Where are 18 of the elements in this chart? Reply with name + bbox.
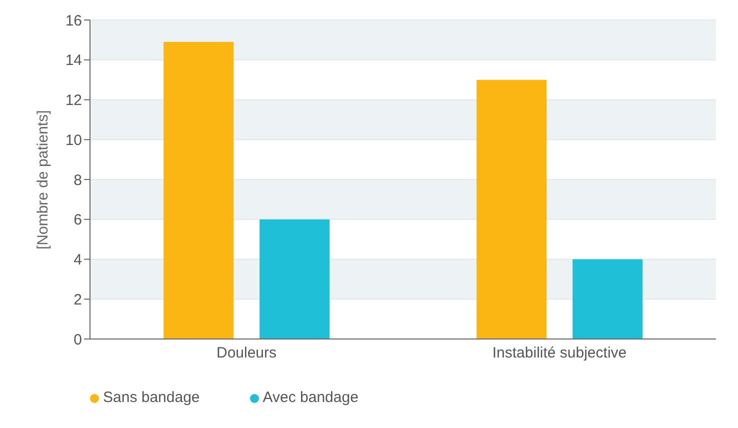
y-tick-label: 0 (74, 331, 82, 348)
y-tick-label: 6 (74, 212, 82, 229)
y-tick-label: 14 (65, 52, 82, 70)
legend-label: Sans bandage (103, 389, 200, 406)
y-tick-label: 16 (65, 12, 82, 30)
y-tick-label: 10 (65, 132, 82, 149)
legend-label: Avec bandage (262, 389, 358, 406)
y-tick-label: 4 (74, 252, 82, 269)
y-tick-label: 8 (74, 172, 82, 189)
bar (572, 259, 643, 339)
y-tick-label: 2 (74, 291, 82, 308)
x-tick-label: Instabilité subjective (492, 344, 627, 362)
bar (260, 219, 330, 339)
x-tick-label: Douleurs (216, 344, 277, 362)
y-axis-title: [Nombre de patients] (34, 110, 52, 250)
bar (164, 42, 234, 339)
y-tick-label: 12 (65, 92, 82, 110)
bar (476, 80, 547, 339)
